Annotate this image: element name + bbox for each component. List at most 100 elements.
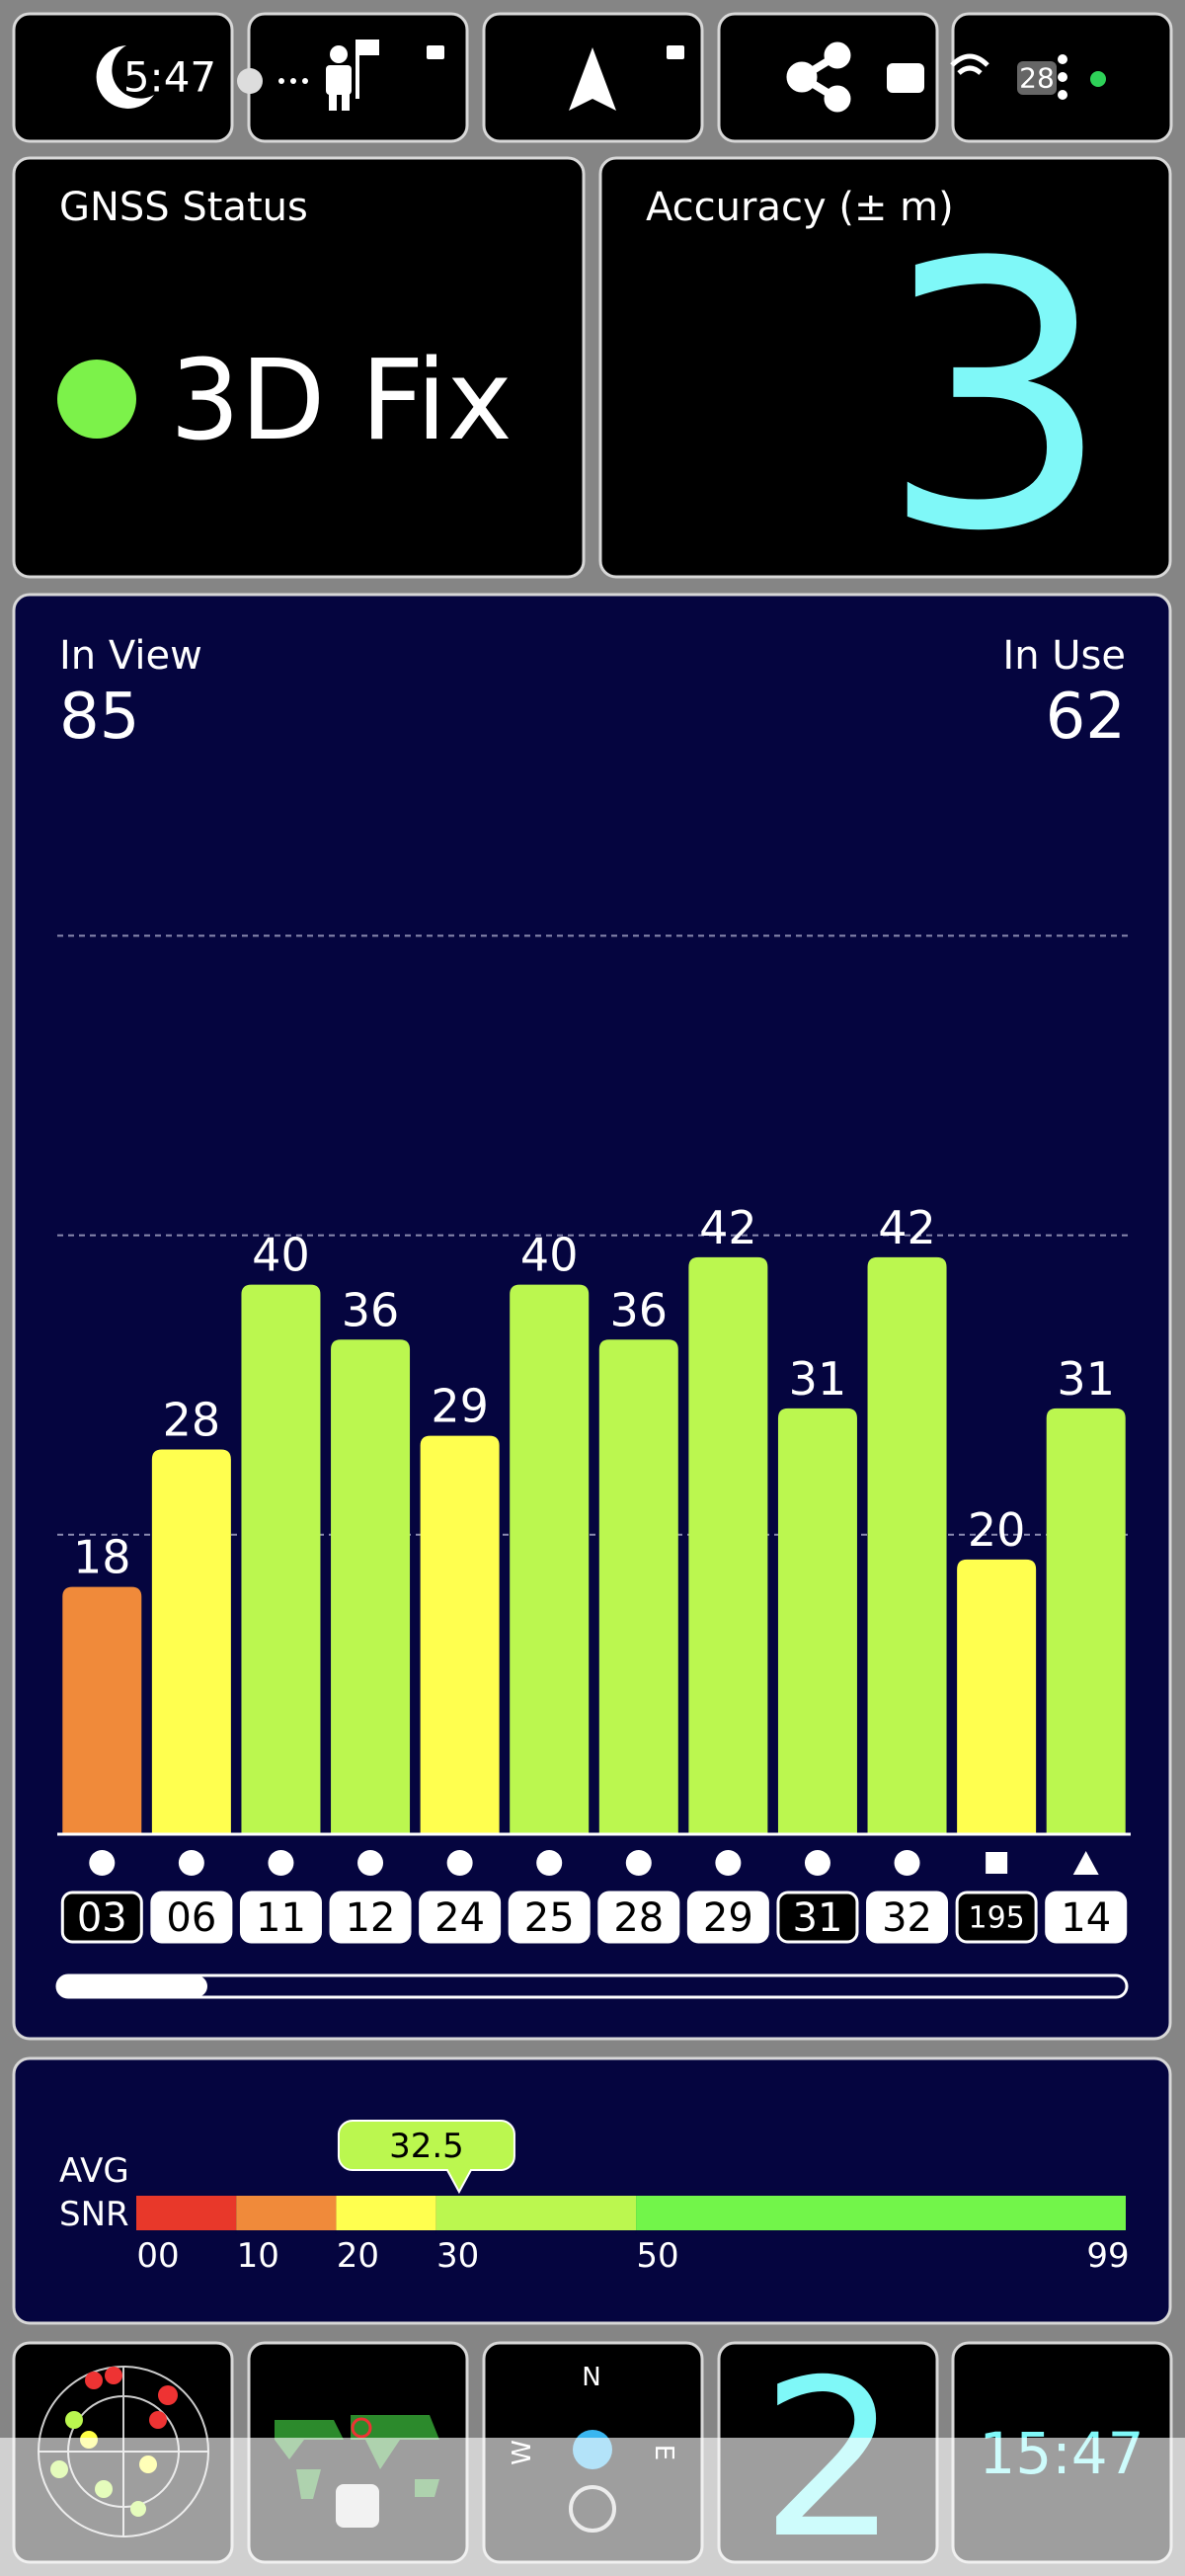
satellite-id: 03 — [77, 1895, 127, 1941]
accuracy-card[interactable] — [598, 156, 1172, 579]
snr-tick-label: 10 — [237, 2236, 279, 2276]
constellation-icon — [357, 1850, 384, 1876]
satellite-id-box — [60, 1891, 143, 1944]
satellite-id-box — [508, 1891, 591, 1944]
constellation-icon — [268, 1850, 294, 1876]
in-view-label: In View — [59, 633, 202, 679]
bar — [151, 1449, 231, 1834]
satellite-id-box — [329, 1891, 412, 1944]
snr-tick-label: 20 — [337, 2236, 379, 2276]
online-dot — [1090, 71, 1106, 87]
value-label: 31 — [789, 1352, 847, 1406]
satellite-id: 195 — [968, 1901, 1024, 1936]
accuracy-value: 3 — [880, 187, 1112, 611]
bar — [867, 1256, 947, 1834]
bar — [62, 1586, 142, 1834]
snr-segment — [636, 2196, 1126, 2230]
status-icons — [786, 41, 1067, 113]
snr-tick-label: 50 — [636, 2236, 678, 2276]
value-label: 28 — [163, 1394, 221, 1447]
satellite-id: 31 — [793, 1895, 843, 1941]
constellation-icon — [986, 1852, 1008, 1874]
check-icon — [237, 68, 263, 94]
gnss-label: GNSS Status — [59, 185, 308, 230]
satellite-id: 32 — [882, 1895, 932, 1941]
constellation-icon — [446, 1850, 473, 1876]
battery-level: 28 — [1019, 62, 1055, 95]
value-label: 42 — [699, 1201, 757, 1254]
bar — [331, 1339, 411, 1834]
satellite-id: 11 — [256, 1895, 306, 1941]
satellite-id-box — [239, 1891, 322, 1944]
satellite-id-box — [686, 1891, 769, 1944]
snr-tick-label: 00 — [136, 2236, 179, 2276]
constellation-icon — [89, 1850, 116, 1876]
bar — [241, 1284, 321, 1834]
value-label: 18 — [73, 1531, 131, 1584]
scrollbar-thumb[interactable] — [57, 1975, 207, 1997]
fix-dot — [57, 360, 136, 439]
satellite-id-box — [866, 1891, 949, 1944]
value-label: 40 — [252, 1229, 310, 1282]
value-label: 31 — [1057, 1352, 1115, 1406]
compass-letter: N — [582, 2363, 600, 2392]
snr-tick-label: 30 — [436, 2236, 479, 2276]
value-label: 36 — [610, 1283, 669, 1336]
snr-segment — [136, 2196, 237, 2230]
snr-segment — [336, 2196, 436, 2230]
snr-card[interactable] — [12, 2056, 1172, 2325]
satellite-id: 24 — [434, 1895, 485, 1941]
accuracy-label: Accuracy (± m) — [646, 185, 954, 230]
satellite-id-box — [1045, 1891, 1128, 1944]
bar — [1046, 1408, 1126, 1834]
constellation-icon — [625, 1850, 652, 1876]
bar — [957, 1559, 1037, 1834]
snr-tick-label: 99 — [1086, 2236, 1129, 2276]
satellite-id-box — [597, 1891, 680, 1944]
tile[interactable] — [12, 12, 234, 143]
top-tiles — [12, 12, 1173, 143]
bar — [510, 1284, 590, 1834]
tile[interactable] — [717, 12, 939, 143]
value-label: 36 — [342, 1283, 400, 1336]
constellation-icon — [715, 1850, 742, 1876]
in-use-label: In Use — [1002, 633, 1126, 679]
bar — [777, 1408, 857, 1834]
value-label: 29 — [431, 1380, 489, 1433]
bar — [420, 1435, 500, 1834]
navigation-icon — [569, 47, 616, 111]
moon-icon — [96, 45, 154, 109]
satellite-id-box — [776, 1891, 859, 1944]
person-icon — [278, 40, 684, 111]
constellation-icon — [178, 1850, 204, 1876]
value-label: 42 — [878, 1201, 936, 1254]
satellite-id: 06 — [166, 1895, 216, 1941]
constellation-icon — [804, 1850, 830, 1876]
snr-label-bottom: SNR — [59, 2195, 129, 2234]
constellation-icon — [536, 1850, 563, 1876]
bar — [598, 1339, 678, 1834]
satellite-id: 28 — [613, 1895, 664, 1941]
satellite-id: 29 — [703, 1895, 753, 1941]
satellite-id: 12 — [346, 1895, 396, 1941]
fix-value: 3D Fix — [170, 337, 513, 465]
satellite-id-box — [150, 1891, 233, 1944]
gnss-card[interactable] — [12, 156, 586, 579]
snr-label-top: AVG — [59, 2151, 129, 2191]
snr-segment — [435, 2196, 637, 2230]
avg-value: 32.5 — [389, 2127, 464, 2166]
status-time: 5:47 — [123, 53, 216, 102]
navigation-overlay — [0, 2438, 1185, 2576]
in-use-value: 62 — [1046, 681, 1126, 754]
satellite-id-box — [419, 1891, 502, 1944]
in-view-value: 85 — [59, 681, 139, 754]
constellation-icon — [894, 1850, 920, 1876]
satellite-id: 25 — [524, 1895, 575, 1941]
value-label: 20 — [968, 1503, 1026, 1557]
avg-marker — [337, 2120, 515, 2195]
snr-segment — [236, 2196, 337, 2230]
satellite-id-box — [955, 1891, 1038, 1944]
satellite-id: 14 — [1061, 1895, 1111, 1941]
